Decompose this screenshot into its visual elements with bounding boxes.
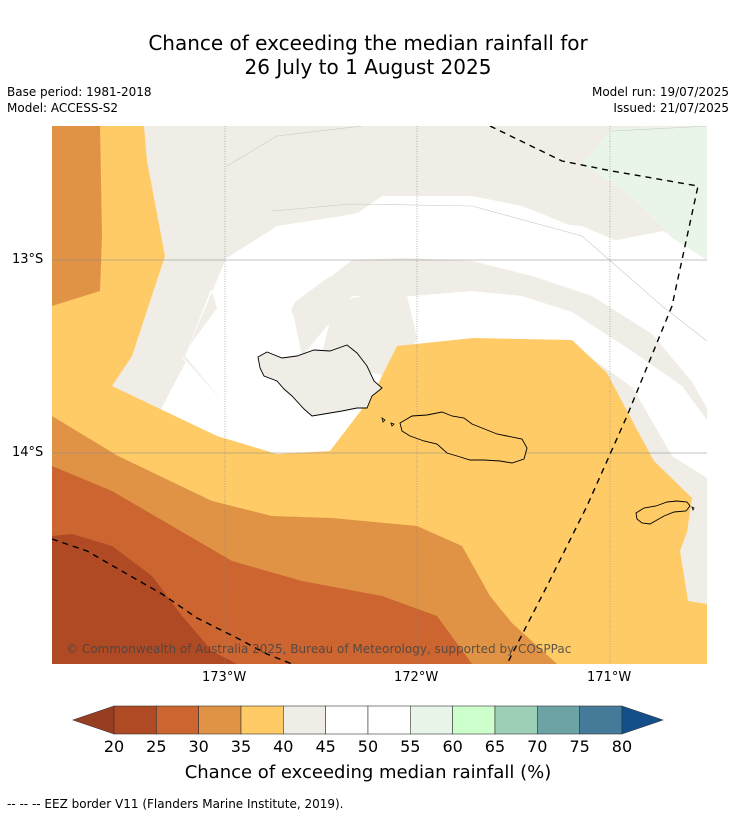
colorbar-segment xyxy=(536,705,580,735)
colorbar-tick-label: 80 xyxy=(611,737,633,756)
colorbar-segment xyxy=(367,705,411,735)
colorbar-segment xyxy=(113,705,157,735)
colorbar-tick-label: 55 xyxy=(400,737,421,756)
base-period: Base period: 1981-2018 xyxy=(7,85,152,99)
issued-date: Issued: 21/07/2025 xyxy=(613,101,729,115)
model-run-date: Model run: 19/07/2025 xyxy=(591,85,729,99)
zone-grey-ring xyxy=(172,126,707,420)
colorbar-tick-label: 75 xyxy=(569,737,590,756)
chart-title-line1: Chance of exceeding the median rainfall … xyxy=(148,31,588,55)
colorbar-segment xyxy=(410,705,453,735)
rainfall-map xyxy=(52,126,707,664)
zone-30-35 xyxy=(52,126,102,306)
colorbar-segment xyxy=(240,705,284,735)
colorbar-tick-label: 70 xyxy=(527,737,548,756)
colorbar xyxy=(72,705,664,735)
eez-border-east xyxy=(489,126,699,664)
colorbar-tick-label: 60 xyxy=(442,737,463,756)
copyright-notice: © Commonwealth of Australia 2025, Bureau… xyxy=(66,642,572,656)
colorbar-segment xyxy=(579,705,623,735)
eez-border-south xyxy=(52,538,293,664)
island-savaii xyxy=(257,344,383,417)
island-tutuila xyxy=(635,500,691,525)
lon-label-172w: 172°W xyxy=(394,670,439,685)
colorbar-title: Chance of exceeding median rainfall (%) xyxy=(184,762,552,783)
colorbar-tick-label: 25 xyxy=(146,737,167,756)
lat-label-13s: 13°S xyxy=(12,252,44,267)
lon-label-173w: 173°W xyxy=(202,670,247,685)
lon-label-171w: 171°W xyxy=(587,670,632,685)
model-name: Model: ACCESS-S2 xyxy=(7,101,119,115)
chart-title-line2: 26 July to 1 August 2025 xyxy=(244,55,492,79)
colorbar-tick-label: 35 xyxy=(230,737,252,756)
colorbar-segment xyxy=(452,705,496,735)
zone-55-60 xyxy=(582,126,707,260)
colorbar-tick-label: 30 xyxy=(188,737,209,756)
colorbar-tick-label: 20 xyxy=(103,737,125,756)
island-upolu xyxy=(399,411,528,464)
colorbar-over-arrow xyxy=(621,705,664,735)
colorbar-under-arrow xyxy=(72,705,115,735)
zone-20-25 xyxy=(52,534,237,664)
colorbar-segment xyxy=(325,705,369,735)
colorbar-tick-label: 45 xyxy=(315,737,336,756)
colorbar-segment xyxy=(156,705,199,735)
colorbar-tick-label: 40 xyxy=(273,737,294,756)
colorbar-tick-label: 65 xyxy=(484,737,506,756)
colorbar-segment xyxy=(494,705,538,735)
colorbar-segment xyxy=(283,705,326,735)
colorbar-tick-label: 50 xyxy=(357,737,379,756)
zone-white-west xyxy=(178,163,322,404)
lat-label-14s: 14°S xyxy=(12,445,44,460)
eez-footnote: -- -- -- EEZ border V11 (Flanders Marine… xyxy=(7,797,344,811)
colorbar-segment xyxy=(198,705,242,735)
